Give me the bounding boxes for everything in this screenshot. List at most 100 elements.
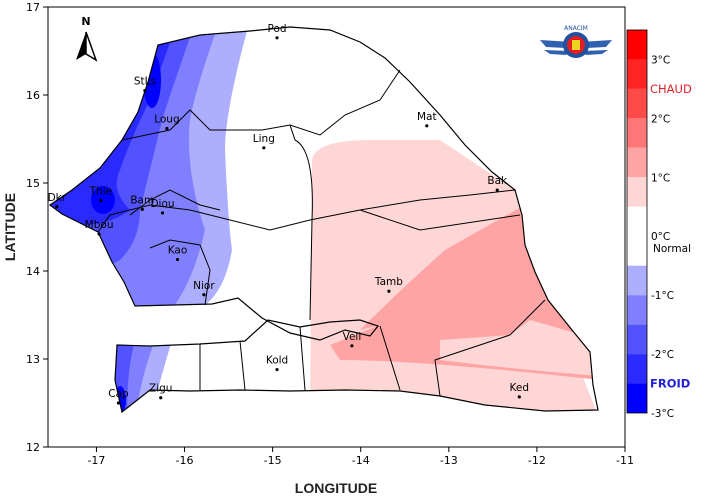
admin-boundary <box>309 219 313 321</box>
station-kao: Kao <box>168 245 188 262</box>
legend-tick-label: 3°C <box>651 54 670 66</box>
plot-frame <box>47 6 626 448</box>
station-label: Ling <box>253 133 275 145</box>
x-tick-label: -15 <box>264 454 282 467</box>
station-label: Dkr <box>48 192 67 204</box>
station-label: Ked <box>510 382 530 394</box>
legend-band <box>627 147 647 178</box>
station-dot <box>159 396 163 400</box>
station-cap: Cap <box>108 388 129 405</box>
station-label: Zigu <box>149 383 172 395</box>
axes: -17 -16 -15 -14 -13 -12 -11 12 13 14 15 16 17 <box>26 1 634 467</box>
station-label: Diou <box>150 198 174 210</box>
station-dot <box>55 205 59 209</box>
station-label: Kao <box>168 245 188 257</box>
station-dkr: Dkr <box>48 192 67 209</box>
y-tick-label: 13 <box>26 353 40 366</box>
station-tamb: Tamb <box>374 276 403 293</box>
north-label: N <box>81 15 90 28</box>
station-label: Bak <box>487 175 508 187</box>
legend-tick-label: -1°C <box>651 290 674 302</box>
admin-boundaries <box>97 69 546 397</box>
legend-band <box>627 265 647 296</box>
station-bak: Bak <box>487 175 508 192</box>
legend-warm-label: CHAUD <box>650 82 692 96</box>
x-tick-label: -12 <box>528 454 546 467</box>
legend-band <box>627 30 647 60</box>
station-dot <box>202 293 206 297</box>
legend-cold-label: FROID <box>650 377 690 391</box>
station-dot <box>425 124 429 128</box>
legend-tick-label: 0°C <box>651 231 670 243</box>
station-dot <box>275 367 279 372</box>
station-dot <box>387 289 391 293</box>
admin-boundary <box>149 239 211 306</box>
y-tick-label: 14 <box>26 265 40 278</box>
station-label: Veli <box>343 331 362 343</box>
country-outline <box>48 26 599 414</box>
legend-band <box>627 295 647 325</box>
station-ked: Ked <box>510 382 530 399</box>
legend-tick-label: 2°C <box>651 113 670 125</box>
station-dot <box>116 401 121 405</box>
station-mbou: Mbou <box>85 219 114 236</box>
station-label: Bam <box>130 194 154 206</box>
station-dot <box>262 146 266 150</box>
station-label: Loug <box>154 113 179 125</box>
legend-band <box>627 118 647 148</box>
logo-text: ANACIM <box>564 25 588 32</box>
admin-boundary <box>97 189 516 233</box>
admin-boundary <box>359 209 521 231</box>
anacim-logo: ANACIM <box>540 25 612 58</box>
station-label: Kold <box>266 355 288 367</box>
station-dot <box>143 89 147 93</box>
x-tick-label: -17 <box>87 454 105 467</box>
station-dot <box>175 257 180 262</box>
y-tick-label: 15 <box>26 177 40 190</box>
station-stls: StLs <box>134 76 156 93</box>
y-tick-label: 16 <box>26 89 40 102</box>
x-tick-label: -11 <box>616 454 634 467</box>
admin-boundary <box>434 299 546 397</box>
color-legend: 3°C 2°C 1°C 0°C -1°C -2°C -3°C CHAUD Normal FROID <box>626 29 692 420</box>
legend-band <box>627 383 647 413</box>
legend-normal-label: Normal <box>653 243 691 255</box>
station-kold: Kold <box>266 355 288 372</box>
station-label: Mat <box>417 111 437 123</box>
legend-band <box>627 354 647 384</box>
legend-band <box>627 177 647 207</box>
station-bam: Bam <box>130 194 154 211</box>
station-veli: Veli <box>343 331 362 348</box>
station-dot <box>350 344 354 348</box>
station-nior: Nior <box>193 280 215 297</box>
station-label: Cap <box>108 388 129 400</box>
station-dot <box>517 395 521 399</box>
legend-tick-label: 1°C <box>651 172 670 184</box>
station-label: Mbou <box>85 219 114 231</box>
station-dot <box>99 199 103 203</box>
station-mat: Mat <box>417 111 437 128</box>
station-thie: Thie <box>89 186 112 203</box>
north-arrow-icon <box>76 32 86 60</box>
admin-boundary <box>199 325 401 391</box>
x-tick-label: -14 <box>352 454 370 467</box>
station-label: Nior <box>193 280 215 292</box>
north-arrow: N <box>76 15 98 62</box>
station-dot <box>140 207 144 211</box>
station-dot <box>160 211 165 215</box>
station-label: StLs <box>134 76 156 88</box>
x-axis-label: LONGITUDE <box>295 480 377 496</box>
legend-band <box>627 206 647 266</box>
station-label: Thie <box>89 186 112 198</box>
station-dot <box>97 232 101 236</box>
station-dot <box>165 126 169 131</box>
x-tick-label: -13 <box>440 454 458 467</box>
station-loug: Loug <box>154 113 180 131</box>
warm-zone-3 <box>440 320 598 376</box>
station-pod: Pod <box>268 23 287 40</box>
legend-band <box>627 59 647 89</box>
legend-band <box>627 88 647 119</box>
